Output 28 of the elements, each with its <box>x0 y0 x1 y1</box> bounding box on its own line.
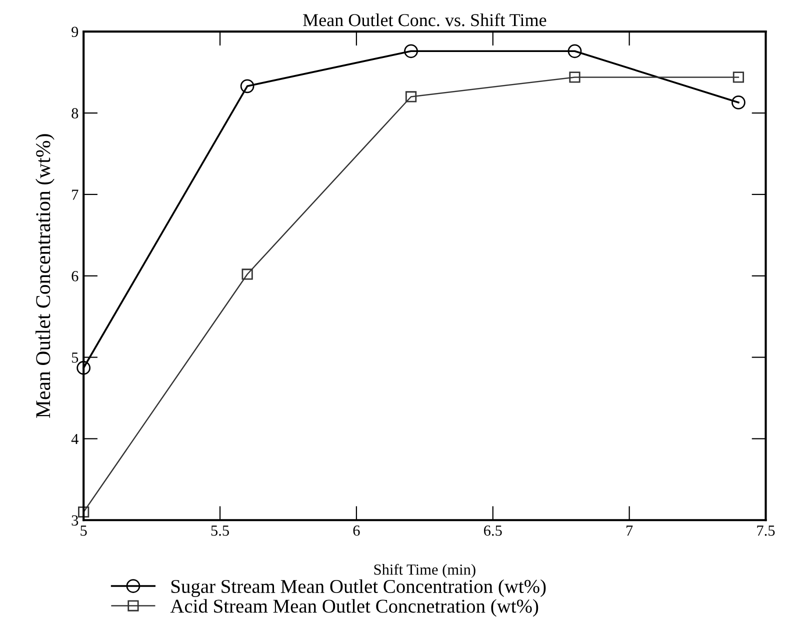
x-axis-title: Shift Time (min) <box>374 564 476 578</box>
x-tick-label: 7 <box>626 526 633 536</box>
x-tick-label: 7.5 <box>757 526 775 536</box>
y-tick-label: 7 <box>72 190 78 200</box>
point <box>732 72 744 83</box>
point <box>78 506 90 518</box>
x-tick-label: 6.5 <box>484 525 502 536</box>
y-tick-label: 5 <box>72 352 78 363</box>
point <box>569 72 580 83</box>
point <box>242 268 253 280</box>
legend-label: Acid Stream Mean Outlet Concnetration (wt%) <box>170 599 538 617</box>
point <box>240 79 254 94</box>
y-tick-label: 3 <box>72 515 78 526</box>
y-tick-label: 4 <box>71 434 78 444</box>
chart-title: Mean Outlet Conc. vs. Shift Time <box>303 13 546 26</box>
point <box>404 44 418 58</box>
point <box>732 95 746 110</box>
point <box>76 360 91 375</box>
point <box>405 91 417 102</box>
x-tick-label: 5.5 <box>211 526 229 536</box>
legend-label: Sugar Stream Mean Outlet Concentration (wt%) <box>171 579 546 598</box>
point <box>568 44 582 58</box>
y-tick-label: 9 <box>72 26 78 38</box>
y-tick-label: 6 <box>72 271 78 282</box>
y-tick-label: 8 <box>72 108 78 118</box>
x-tick-label: 6 <box>353 525 360 536</box>
x-tick-label: 5 <box>80 526 87 536</box>
y-axis-title: Mean Outlet Concentration (wt%) <box>36 134 54 418</box>
